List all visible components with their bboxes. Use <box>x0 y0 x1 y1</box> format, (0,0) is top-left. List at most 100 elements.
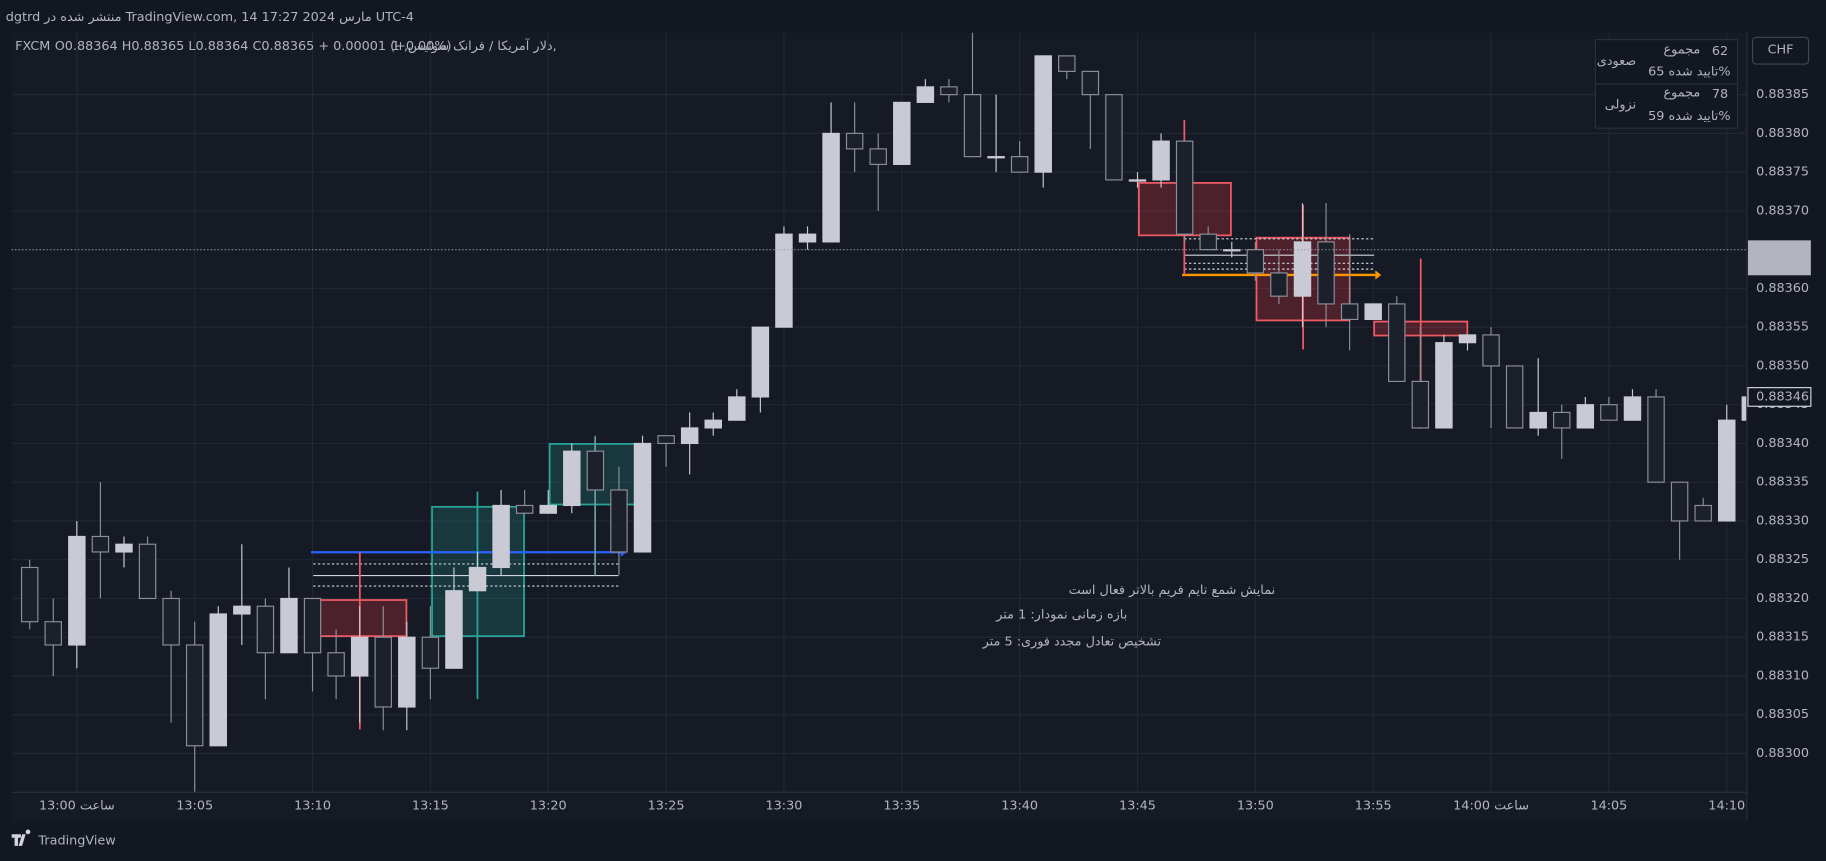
candle-body <box>633 442 652 553</box>
candle-body <box>1199 233 1217 251</box>
last-price-tag <box>1747 240 1811 276</box>
candle-body <box>468 566 487 592</box>
marked-price-label: 0.88346 <box>1756 389 1809 404</box>
y-tick-label: 0.88310 <box>1756 668 1809 683</box>
candle-body <box>327 652 345 677</box>
candle-body <box>1152 140 1170 181</box>
candle-body <box>1246 249 1265 274</box>
stat-name: صعودی <box>1597 54 1636 69</box>
footer-brand: TradingView <box>37 834 115 849</box>
candle-body <box>1128 179 1147 182</box>
candle-body <box>20 566 39 623</box>
annotation: تشخیص تعادل مجدد فوری: 5 متر <box>982 634 1162 649</box>
last-price-label: 0.88365 <box>1756 242 1809 257</box>
ohlc-legend: O0.88364 H0.88365 L0.88364 C0.88365 + 0.… <box>55 39 452 54</box>
currency[interactable]: CHF <box>1768 43 1794 58</box>
candle-body <box>1435 342 1453 429</box>
y-tick-label: 0.88320 <box>1756 591 1809 606</box>
candle-body <box>1670 481 1689 522</box>
candle-body <box>256 605 275 654</box>
candle-body <box>1010 156 1029 173</box>
x-tick-label: 13:20 <box>530 799 567 814</box>
x-tick-label: 13:05 <box>176 799 213 814</box>
x-tick-label: 13:30 <box>766 799 803 814</box>
stat-value: 78 <box>1712 87 1728 102</box>
y-tick-label: 0.88375 <box>1756 165 1809 180</box>
candle-body <box>350 636 369 677</box>
candle-body <box>115 543 133 553</box>
x-tick-label: 14:00 ساعت <box>1453 799 1529 814</box>
y-tick-label: 0.88325 <box>1756 552 1809 567</box>
candle-body <box>1058 55 1076 72</box>
candle-body <box>445 590 463 669</box>
candle-body <box>185 644 204 747</box>
candle-body <box>421 636 440 669</box>
candle-body <box>657 435 675 445</box>
candle-body <box>1482 334 1500 367</box>
logo <box>11 829 31 846</box>
annotation: نمایش شمع تایم فریم بالاتر فعال است <box>1069 583 1276 598</box>
candle-body <box>1411 380 1430 429</box>
candle-body <box>680 427 699 445</box>
stat-name: نزولی <box>1605 97 1636 112</box>
x-tick-label: 13:25 <box>648 799 685 814</box>
x-tick-label: 13:55 <box>1355 799 1392 814</box>
candle-body <box>845 132 864 150</box>
candle-body <box>303 597 322 654</box>
candle-body <box>704 419 722 429</box>
y-tick-label: 0.88385 <box>1756 87 1809 102</box>
candle-body <box>1293 241 1312 297</box>
candle-body <box>1718 419 1736 522</box>
candle-body <box>1529 411 1547 429</box>
candle-body <box>1388 303 1406 383</box>
countdown: 00:21 <box>1758 258 1795 273</box>
y-tick-label: 0.88300 <box>1756 746 1809 761</box>
candle-body <box>1364 303 1382 321</box>
candle-body <box>1081 70 1100 96</box>
candle-body <box>1553 411 1571 429</box>
annotation: بازه زمانی نمودار: 1 متر <box>995 608 1127 623</box>
candle-body <box>1270 272 1288 297</box>
exchange: FXCM <box>15 39 50 54</box>
arrow <box>1375 270 1382 280</box>
x-tick-label: 13:10 <box>294 799 331 814</box>
candle-body <box>963 94 982 158</box>
y-tick-label: 0.88355 <box>1756 320 1809 335</box>
candle-body <box>138 543 157 600</box>
candle-body <box>728 396 746 421</box>
candle-body <box>987 156 1005 159</box>
y-tick-label: 0.88340 <box>1756 436 1809 451</box>
candle-body <box>1505 365 1524 429</box>
candle-body <box>1034 55 1052 173</box>
grid <box>11 32 1747 793</box>
candle-body <box>1694 504 1712 522</box>
x-tick-label: 13:15 <box>412 799 449 814</box>
y-tick-label: 0.88305 <box>1756 707 1809 722</box>
candle-body <box>398 636 416 708</box>
candle-body <box>515 504 534 514</box>
y-tick-label: 0.88350 <box>1756 358 1809 373</box>
candle-body <box>1647 396 1665 483</box>
stat-label: مجموع <box>1663 43 1700 58</box>
x-tick-label: 14:05 <box>1590 799 1627 814</box>
stat-label: مجموع <box>1663 86 1700 101</box>
candle-body <box>751 326 770 398</box>
x-tick-label: 13:50 <box>1237 799 1274 814</box>
candle-body <box>916 86 935 103</box>
y-tick-label: 0.88335 <box>1756 475 1809 490</box>
candle-body <box>539 504 557 514</box>
stat-value: 62 <box>1712 44 1728 59</box>
y-tick-label: 0.88370 <box>1756 203 1809 218</box>
candle-body <box>563 450 581 507</box>
y-tick-label: 0.88360 <box>1756 281 1809 296</box>
candle-body <box>233 605 251 615</box>
stat-confirmed: تایید شده 59% <box>1648 109 1730 124</box>
candle-body <box>775 233 793 328</box>
x-tick-label: 13:45 <box>1119 799 1156 814</box>
candle-body <box>492 504 510 569</box>
x-tick-label: 13:00 ساعت <box>39 799 115 814</box>
currency-button[interactable] <box>1752 36 1810 65</box>
candle-body <box>1600 404 1618 421</box>
candle-body <box>209 613 227 747</box>
